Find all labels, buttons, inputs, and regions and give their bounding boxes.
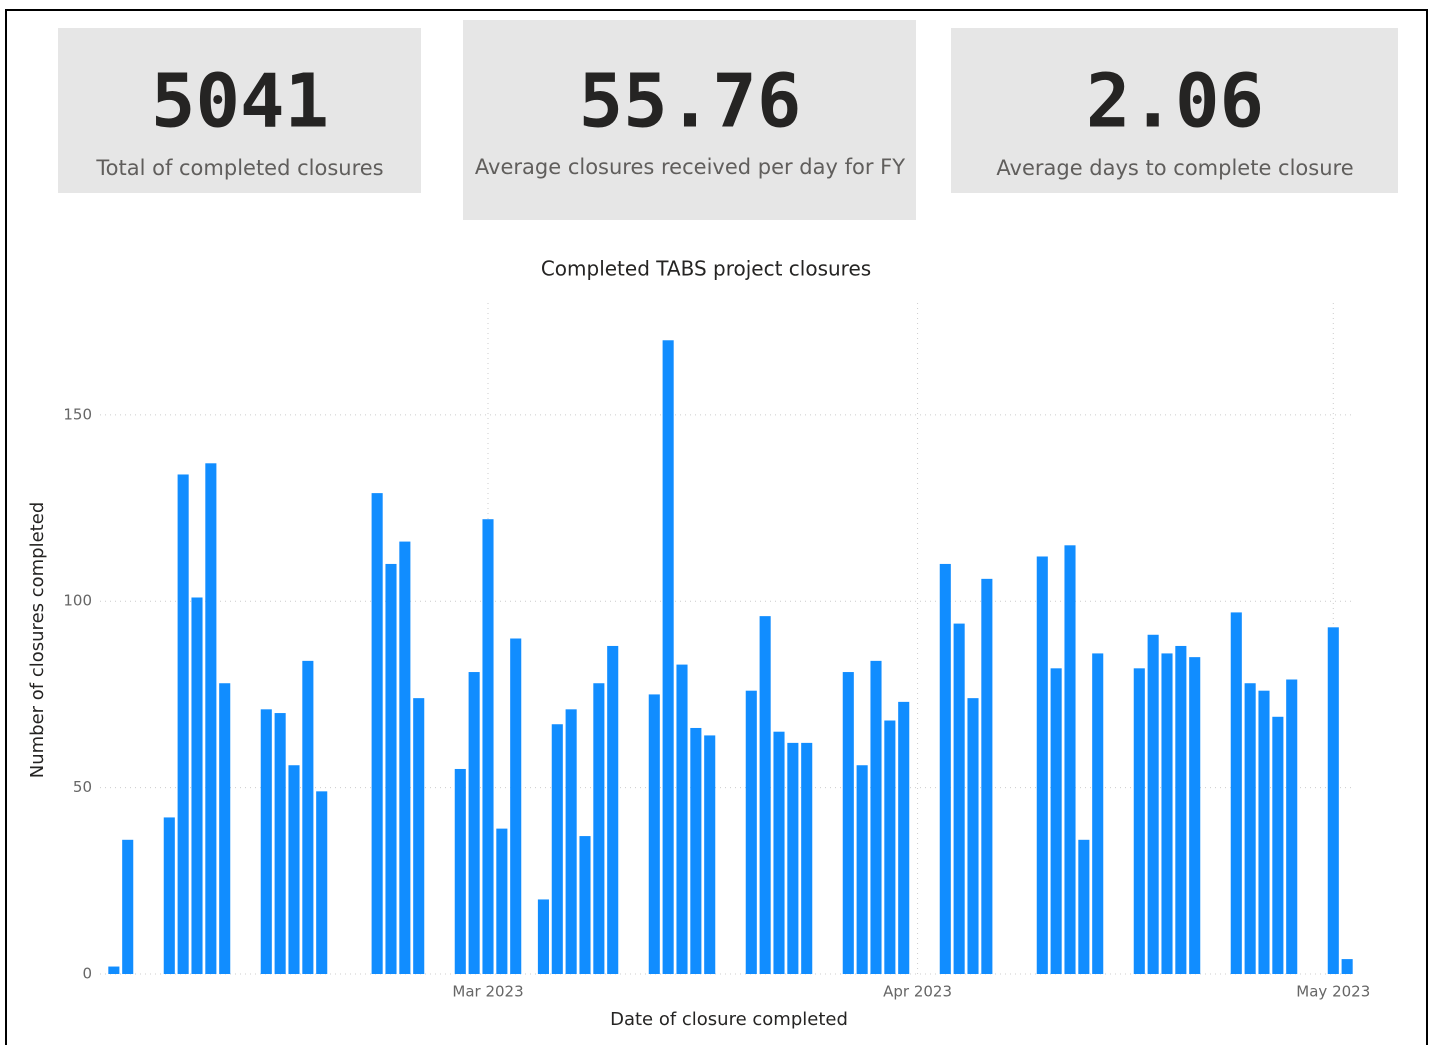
bar	[219, 683, 231, 974]
bar	[371, 493, 383, 974]
bar	[856, 765, 868, 974]
bar	[1272, 716, 1284, 974]
bar	[385, 563, 397, 974]
bar	[704, 735, 716, 974]
bar	[884, 720, 896, 974]
bar	[898, 701, 910, 974]
bar	[274, 713, 286, 974]
bar	[607, 645, 619, 974]
bar	[316, 791, 328, 974]
bar	[1189, 657, 1201, 974]
bar	[967, 698, 979, 974]
bar	[1064, 545, 1076, 974]
card-value: 5041	[151, 59, 329, 145]
bar	[399, 541, 411, 974]
bar	[662, 340, 674, 974]
y-tick-label: 0	[82, 965, 92, 983]
bar	[454, 768, 466, 974]
bar	[191, 597, 203, 974]
bar	[537, 899, 549, 974]
y-tick-label: 50	[73, 778, 92, 796]
bar	[510, 638, 522, 974]
bar	[1036, 556, 1048, 974]
bar	[1286, 679, 1298, 974]
y-tick-label: 100	[63, 592, 92, 610]
x-tick-label: Apr 2023	[883, 983, 952, 1001]
bar	[870, 660, 882, 974]
bar	[593, 683, 605, 974]
bar	[1244, 683, 1256, 974]
card	[951, 28, 1398, 193]
bar	[1230, 612, 1242, 974]
bar	[468, 672, 480, 974]
bar	[939, 563, 951, 974]
y-axis-label: Number of closures completed	[27, 502, 48, 778]
bar	[745, 690, 757, 974]
bar	[565, 709, 577, 974]
bar	[842, 672, 854, 974]
bar	[177, 474, 189, 974]
bar	[1258, 690, 1270, 974]
bar	[1147, 634, 1159, 974]
bar	[551, 724, 563, 974]
bar	[1175, 645, 1187, 974]
bar	[1327, 627, 1339, 974]
card	[463, 20, 916, 220]
bar	[288, 765, 300, 974]
bar	[1078, 839, 1090, 974]
y-tick-label: 150	[63, 405, 92, 423]
bar	[801, 742, 813, 974]
bar	[413, 698, 425, 974]
bar	[676, 664, 688, 974]
bar	[953, 623, 965, 974]
bar	[1050, 668, 1062, 974]
bar	[579, 836, 591, 974]
card	[58, 28, 421, 193]
chart-title: Completed TABS project closures	[541, 257, 871, 281]
bar	[205, 463, 217, 974]
bar	[1161, 653, 1173, 974]
bar	[759, 616, 771, 974]
card-value: 55.76	[579, 59, 802, 145]
bar	[690, 727, 702, 974]
bar	[482, 519, 494, 974]
bar	[260, 709, 272, 974]
bar	[1341, 959, 1353, 974]
bar	[163, 817, 175, 974]
card-label: Total of completed closures	[95, 156, 383, 180]
bar	[981, 578, 993, 974]
card-value: 2.06	[1086, 59, 1264, 145]
bar	[773, 731, 785, 974]
bar	[787, 742, 799, 974]
bar	[1133, 668, 1145, 974]
bar	[122, 839, 134, 974]
x-axis-label: Date of closure completed	[610, 1009, 848, 1030]
bar	[648, 694, 660, 974]
bar	[302, 660, 314, 974]
card-label: Average days to complete closure	[996, 156, 1353, 180]
bar	[496, 828, 508, 974]
bar	[108, 966, 120, 974]
bar	[1092, 653, 1104, 974]
x-tick-label: May 2023	[1296, 983, 1370, 1001]
card-label: Average closures received per day for FY	[475, 155, 905, 179]
x-tick-label: Mar 2023	[452, 983, 523, 1001]
